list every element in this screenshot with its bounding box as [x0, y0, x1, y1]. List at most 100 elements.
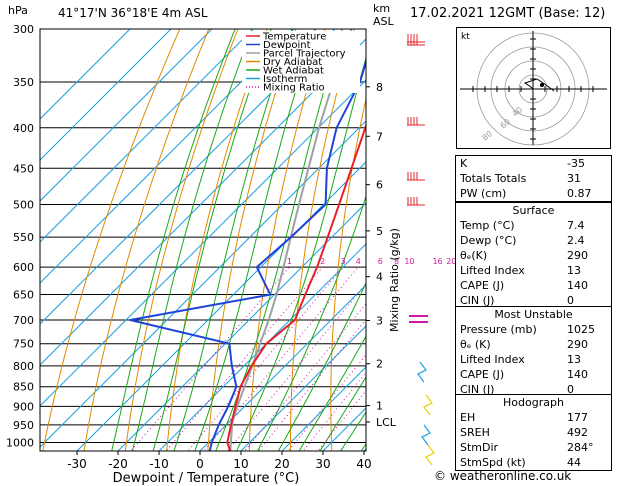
index-row: K -35 — [460, 157, 585, 170]
plot-area — [40, 29, 366, 451]
dry-adiabat-line — [207, 29, 297, 451]
pressure-tick-label: 950 — [13, 419, 34, 432]
km-tick-label: 6 — [376, 179, 383, 192]
isotherm-line — [158, 243, 366, 451]
copyright-link[interactable]: © weatheronline.co.uk — [434, 469, 572, 483]
mixing-ratio-line — [226, 283, 366, 451]
pressure-tick-label: 400 — [13, 122, 34, 135]
mixing-ratio-line — [317, 390, 366, 451]
mixing-ratio-line — [165, 266, 323, 451]
asl-label: ASL — [373, 15, 394, 28]
pressure-unit-label: hPa — [8, 4, 28, 17]
pressure-tick-label: 500 — [13, 198, 34, 211]
dry-adiabat-line — [124, 29, 239, 451]
location-label: 41°17'N 36°18'E 4m ASL — [58, 6, 208, 20]
wet-adiabat-line — [152, 29, 272, 451]
pressure-tick-label: 700 — [13, 314, 34, 327]
legend-entry: Dewpoint — [263, 40, 311, 51]
mixing-ratio-line — [302, 371, 366, 451]
surface-row: θₑ(K) 290 — [460, 249, 588, 262]
mixing-ratio-line — [130, 266, 290, 451]
index-row: PW (cm) 0.87 — [460, 187, 592, 200]
parcel-trajectory-line — [229, 29, 353, 451]
skew-t-chart: 1234681016202530035040045050055060065070… — [6, 23, 456, 486]
pressure-tick-label: 600 — [13, 261, 34, 274]
isotherm-line — [40, 29, 131, 120]
km-tick-label: 1 — [376, 400, 383, 413]
wind-barb-icon — [425, 444, 435, 466]
km-unit-label: km — [373, 2, 391, 15]
wet-adiabat-line — [319, 376, 366, 451]
unstable-row: CIN (J) 0 — [460, 383, 574, 396]
km-tick-label: 8 — [376, 81, 383, 94]
dry-adiabat-line — [42, 29, 181, 451]
dewpoint-line — [129, 58, 366, 451]
mixing-ratio-label: 3 — [341, 257, 346, 266]
isotherm-line — [40, 29, 172, 161]
isotherm-line — [40, 29, 254, 243]
pressure-tick-label: 550 — [13, 231, 34, 244]
mixing-ratio-line — [243, 303, 366, 451]
dry-adiabat-line — [248, 29, 326, 451]
km-tick-label: LCL — [376, 416, 397, 429]
temp-tick-label: 40 — [356, 457, 371, 471]
isotherm-line — [40, 29, 336, 325]
hodograph-row: StmDir 284° — [460, 441, 594, 454]
legend-box — [242, 31, 360, 93]
pressure-tick-label: 650 — [13, 289, 34, 302]
isotherm-line — [281, 366, 366, 451]
dry-adiabat-line — [166, 29, 268, 451]
legend-entry: Dry Adiabat — [263, 57, 322, 68]
temp-tick-label: 30 — [315, 457, 330, 471]
mixing-ratio-label: 20 — [446, 257, 456, 266]
wet-adiabat-line — [256, 194, 366, 451]
mixing-ratio-line — [287, 354, 366, 451]
mixing-ratio-axis-label: Mixing Ratio (g/kg) — [388, 228, 401, 332]
temp-tick-label: -10 — [149, 457, 169, 471]
wet-adiabat-line — [131, 29, 253, 451]
storm-motion-marker — [540, 83, 544, 87]
isotherm-line — [363, 448, 366, 451]
surface-row: Dewp (°C) 2.4 — [460, 234, 585, 247]
isotherm-line — [322, 407, 366, 451]
wet-adiabat-line — [194, 29, 316, 451]
hodograph-trace — [523, 78, 555, 92]
legend-entry: Mixing Ratio — [263, 83, 325, 94]
mixing-ratio-label: 8 — [394, 257, 399, 266]
wind-barb-icon — [417, 361, 427, 383]
unstable-row: θₑ (K) 290 — [460, 338, 588, 351]
pressure-tick-label: 350 — [13, 76, 34, 89]
most-unstable-panel: Most Unstable Pressure (mb) 1025 θₑ (K) 29… — [455, 306, 612, 398]
wet-adiabat-line — [277, 281, 366, 451]
unstable-row: Pressure (mb) 1025 — [460, 323, 595, 336]
temp-tick-label: 20 — [274, 457, 289, 471]
x-axis-label: Dewpoint / Temperature (°C) — [113, 471, 300, 486]
wind-barb-icon — [421, 424, 431, 446]
dry-adiabat-line — [290, 29, 355, 451]
mixing-ratio-label: 1 — [287, 257, 292, 266]
km-tick-label: 3 — [376, 315, 383, 328]
isotherm-line — [40, 120, 366, 448]
pressure-tick-label: 450 — [13, 162, 34, 175]
surface-row: CAPE (J) 140 — [460, 279, 588, 292]
unstable-row: Lifted Index 13 — [460, 353, 581, 366]
wet-adiabat-line — [360, 443, 366, 451]
plot-frame — [39, 28, 367, 452]
legend-entry: Parcel Trajectory — [263, 49, 346, 60]
isotherm-line — [40, 29, 213, 202]
isotherm-line — [40, 29, 295, 284]
temp-tick-label: 10 — [233, 457, 248, 471]
pressure-tick-label: 900 — [13, 400, 34, 413]
mixing-ratio-label: 10 — [404, 257, 414, 266]
datetime-label: 17.02.2021 12GMT (Base: 12) — [410, 6, 606, 21]
wet-adiabat-line — [215, 29, 343, 451]
surface-row: Temp (°C) 7.4 — [460, 219, 585, 232]
km-tick-label: 2 — [376, 358, 383, 371]
indices-panel: K -35 Totals Totals 31 PW (cm) 0.87 — [455, 155, 612, 202]
surface-panel: Surface Temp (°C) 7.4 Dewp (°C) 2.4 θₑ(K) 2… — [455, 202, 612, 309]
mixing-ratio-label: 2 — [320, 257, 325, 266]
hodograph-row: EH 177 — [460, 411, 588, 424]
most-unstable-title: Most Unstable — [494, 308, 573, 321]
legend-entry: Wet Adiabat — [263, 66, 324, 77]
